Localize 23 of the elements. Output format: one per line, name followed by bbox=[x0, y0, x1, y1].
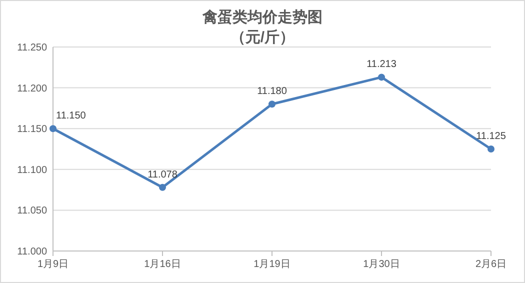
x-tick-label: 1月19日 bbox=[254, 259, 290, 270]
point bbox=[488, 146, 494, 152]
point bbox=[50, 125, 56, 132]
y-tick-label: 11.250 bbox=[17, 42, 48, 54]
x-tick-label: 1月16日 bbox=[144, 259, 181, 270]
point bbox=[268, 100, 276, 108]
x-tick-label: 2月6日 bbox=[475, 259, 507, 270]
y-tick-label: 11.050 bbox=[17, 206, 48, 217]
chart-subtitle: （元/斤） bbox=[230, 29, 295, 46]
chart-title: 禽蛋类均价走势图 bbox=[202, 9, 322, 26]
data-label: 11.180 bbox=[257, 86, 288, 98]
data-label: 11.213 bbox=[366, 59, 397, 70]
data-label: 11.150 bbox=[56, 110, 86, 122]
y-tick-label: 11.100 bbox=[17, 164, 48, 176]
y-tick-label: 11.150 bbox=[17, 124, 48, 136]
x-tick-label: 1月30日 bbox=[363, 259, 400, 270]
y-tick-label: 11.200 bbox=[17, 83, 48, 94]
data-label: 11.078 bbox=[148, 169, 178, 180]
point bbox=[378, 74, 385, 81]
point bbox=[159, 184, 166, 191]
y-tick-label: 11.000 bbox=[17, 246, 48, 258]
data-label: 11.125 bbox=[476, 131, 506, 142]
x-tick-label: 1月9日 bbox=[37, 259, 69, 270]
